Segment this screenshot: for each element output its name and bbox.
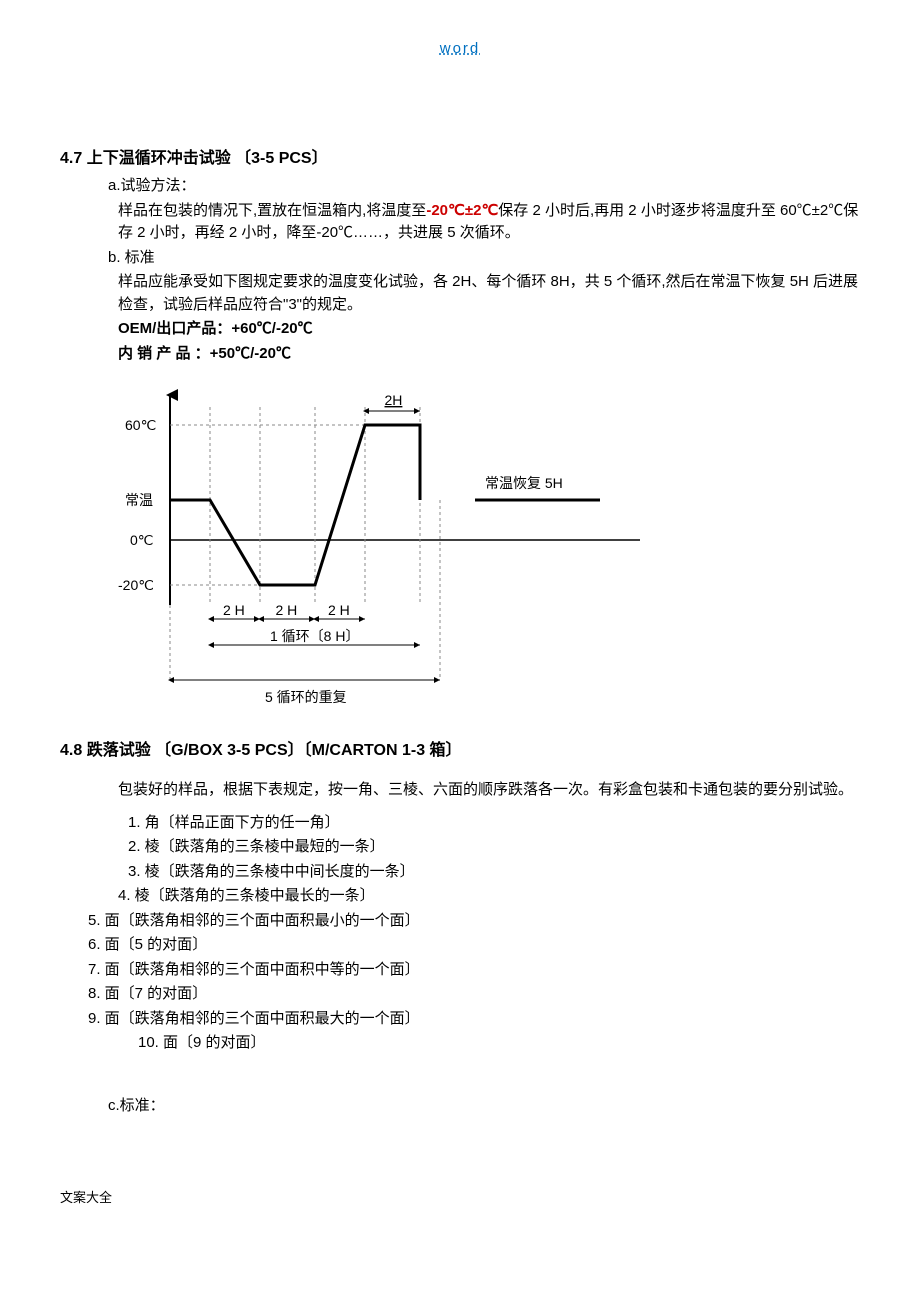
method-b-text: 样品应能承受如下图规定要求的温度变化试验，各 2H、每个循环 8H，共 5 个循…: [118, 271, 860, 316]
list-item: 10. 面〔9 的对面〕: [138, 1032, 860, 1055]
method-b-label: b. 标准: [108, 247, 860, 270]
drop-list: 1. 角〔样品正面下方的任一角〕 2. 棱〔跌落角的三条棱中最短的一条〕 3. …: [60, 812, 860, 1055]
svg-text:2 H: 2 H: [276, 602, 298, 618]
svg-text:常温: 常温: [125, 492, 153, 508]
svg-text:常温恢复 5H: 常温恢复 5H: [485, 475, 563, 491]
list-item: 6. 面〔5 的对面〕: [88, 934, 860, 957]
svg-text:0℃: 0℃: [130, 532, 154, 548]
method-a-red: -20℃±2℃: [426, 202, 498, 219]
list-item: 8. 面〔7 的对面〕: [88, 983, 860, 1006]
svg-text:-20℃: -20℃: [118, 577, 154, 593]
svg-text:1 循环〔8 H〕: 1 循环〔8 H〕: [270, 628, 359, 644]
svg-text:2 H: 2 H: [328, 602, 350, 618]
drop-intro: 包装好的样品，根据下表规定，按一角、三棱、六面的顺序跌落各一次。有彩盒包装和卡通…: [118, 779, 860, 802]
list-item: 4. 棱〔跌落角的三条棱中最长的一条〕: [118, 885, 860, 908]
list-item: 5. 面〔跌落角相邻的三个面中面积最小的一个面〕: [88, 910, 860, 933]
temperature-cycle-chart: 60℃ 常温 0℃ -20℃ 2H 2 H 2 H 2 H 1 循环〔8 H〕 5 循环的重复 常温…: [80, 385, 860, 719]
svg-text:2H: 2H: [385, 392, 403, 408]
list-item: 1. 角〔样品正面下方的任一角〕: [128, 812, 860, 835]
c-standard-label: c.标准：: [108, 1095, 860, 1118]
method-a-label: a.试验方法：: [108, 175, 860, 198]
oem-spec: OEM/出口产品：+60℃/-20℃: [118, 318, 860, 341]
list-item: 7. 面〔跌落角相邻的三个面中面积中等的一个面〕: [88, 959, 860, 982]
page-header: word: [60, 40, 860, 57]
svg-text:2 H: 2 H: [223, 602, 245, 618]
list-item: 3. 棱〔跌落角的三条棱中中间长度的一条〕: [128, 861, 860, 884]
list-item: 9. 面〔跌落角相邻的三个面中面积最大的一个面〕: [88, 1008, 860, 1031]
method-a-pre: 样品在包装的情况下,置放在恒温箱内,将温度至: [118, 202, 426, 219]
svg-text:5 循环的重复: 5 循环的重复: [265, 689, 347, 705]
method-a-text: 样品在包装的情况下,置放在恒温箱内,将温度至-20℃±2℃保存 2 小时后,再用…: [118, 200, 860, 245]
section-4-8-title: 4.8 跌落试验 〔G/BOX 3-5 PCS〕〔M/CARTON 1-3 箱〕: [60, 739, 860, 763]
list-item: 2. 棱〔跌落角的三条棱中最短的一条〕: [128, 836, 860, 859]
page-footer: 文案大全: [60, 1187, 860, 1206]
svg-text:60℃: 60℃: [125, 417, 156, 433]
section-4-7-title: 4.7 上下温循环冲击试验 〔3-5 PCS〕: [60, 147, 860, 171]
domestic-spec: 内 销 产 品 ：+50℃/-20℃: [118, 343, 860, 366]
